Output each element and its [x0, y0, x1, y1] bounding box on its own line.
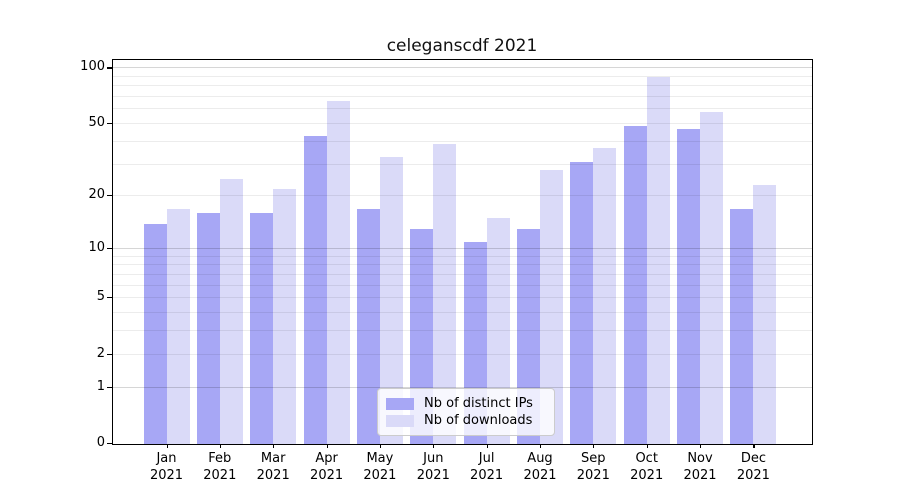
- y-tick: [107, 247, 112, 250]
- bar-downloads-oct-2021: [646, 76, 670, 444]
- x-tick: [753, 444, 755, 448]
- y-tick: [107, 195, 112, 197]
- y-tick: [107, 67, 112, 69]
- gridline-minor: [113, 284, 812, 286]
- bar-distinct-ips-mar-2021: [250, 213, 274, 444]
- y-tick-label: 0: [96, 435, 105, 450]
- bar-distinct-ips-feb-2021: [196, 213, 220, 444]
- bar-downloads-dec-2021: [753, 185, 777, 444]
- bar-downloads-jul-2021: [486, 218, 510, 444]
- gridline-minor: [113, 312, 812, 313]
- gridline-minor: [113, 255, 812, 257]
- bar-downloads-may-2021: [379, 157, 403, 444]
- x-tick-label: Mar 2021: [256, 451, 290, 483]
- x-tick-label: Sep 2021: [576, 451, 610, 483]
- legend-swatch-distinct-ips: [386, 397, 414, 410]
- gridline-minor: [113, 273, 812, 275]
- legend-swatch-downloads: [386, 414, 414, 427]
- gridline-minor: [113, 163, 812, 165]
- x-tick-label: Nov 2021: [683, 451, 717, 483]
- gridline-minor: [113, 297, 812, 299]
- x-tick: [379, 444, 382, 448]
- bar-downloads-jun-2021: [433, 143, 457, 444]
- gridline-minor: [113, 85, 812, 87]
- chart-title: celeganscdf 2021: [386, 36, 538, 56]
- bar-downloads-aug-2021: [539, 170, 563, 444]
- y-tick: [107, 123, 112, 125]
- bar-distinct-ips-jan-2021: [143, 223, 167, 444]
- gridline-minor: [113, 264, 812, 266]
- gridline-minor: [113, 330, 812, 332]
- plot-area: [112, 59, 813, 445]
- legend-item: Nb of downloads: [386, 412, 546, 429]
- gridline-minor: [113, 96, 812, 98]
- x-tick-label: Aug 2021: [523, 451, 557, 483]
- gridline-minor: [113, 123, 812, 124]
- y-tick-label: 2: [96, 345, 105, 361]
- x-tick: [166, 444, 168, 448]
- x-tick: [540, 444, 542, 448]
- legend: Nb of distinct IPs Nb of downloads: [377, 388, 555, 436]
- x-tick: [486, 444, 488, 448]
- y-tick: [107, 386, 112, 388]
- y-tick: [107, 443, 112, 445]
- x-tick-label: Jan 2021: [149, 451, 184, 483]
- bar-distinct-ips-may-2021: [356, 208, 380, 444]
- x-tick: [646, 444, 648, 448]
- legend-label-distinct-ips: Nb of distinct IPs: [424, 396, 533, 411]
- gridline-minor: [113, 140, 812, 142]
- x-tick-label: Apr 2021: [310, 451, 344, 483]
- bar-distinct-ips-sep-2021: [570, 162, 594, 444]
- y-tick-label: 1: [96, 378, 105, 394]
- legend-label-downloads: Nb of downloads: [424, 413, 533, 428]
- x-tick: [273, 444, 275, 448]
- bar-downloads-sep-2021: [593, 148, 617, 444]
- gridline-major: [113, 247, 812, 249]
- x-tick: [433, 444, 435, 448]
- bar-distinct-ips-apr-2021: [303, 136, 327, 444]
- x-tick: [593, 444, 595, 448]
- x-tick: [700, 444, 702, 448]
- x-tick-label: Feb 2021: [203, 451, 237, 483]
- x-tick: [219, 444, 221, 448]
- bar-downloads-apr-2021: [326, 100, 350, 444]
- x-tick-label: Jun 2021: [416, 451, 450, 483]
- gridline-major: [113, 386, 812, 388]
- y-tick-label: 5: [96, 289, 105, 305]
- bar-downloads-mar-2021: [273, 188, 297, 444]
- x-tick: [326, 444, 328, 448]
- y-tick: [107, 353, 112, 355]
- bar-downloads-jan-2021: [166, 208, 190, 444]
- y-tick-label: 50: [88, 115, 105, 130]
- x-tick-label: Dec 2021: [736, 451, 770, 483]
- legend-item: Nb of distinct IPs: [386, 395, 546, 412]
- gridline-minor: [113, 353, 812, 355]
- y-tick-label: 20: [88, 187, 105, 203]
- gridline-minor: [113, 108, 812, 110]
- bar-distinct-ips-dec-2021: [730, 208, 754, 444]
- y-tick: [107, 297, 112, 299]
- x-tick-label: May 2021: [363, 451, 397, 483]
- x-tick-label: Oct 2021: [630, 451, 664, 483]
- gridline-minor: [113, 195, 812, 197]
- bar-distinct-ips-nov-2021: [677, 129, 700, 444]
- gridline-minor: [113, 75, 812, 77]
- bar-downloads-feb-2021: [219, 178, 243, 444]
- y-tick-label: 100: [80, 59, 105, 75]
- y-tick-label: 10: [88, 239, 105, 255]
- bar-distinct-ips-oct-2021: [623, 125, 647, 444]
- gridline-major: [113, 67, 812, 69]
- bar-downloads-nov-2021: [700, 112, 723, 444]
- x-tick-label: Jul 2021: [470, 451, 504, 483]
